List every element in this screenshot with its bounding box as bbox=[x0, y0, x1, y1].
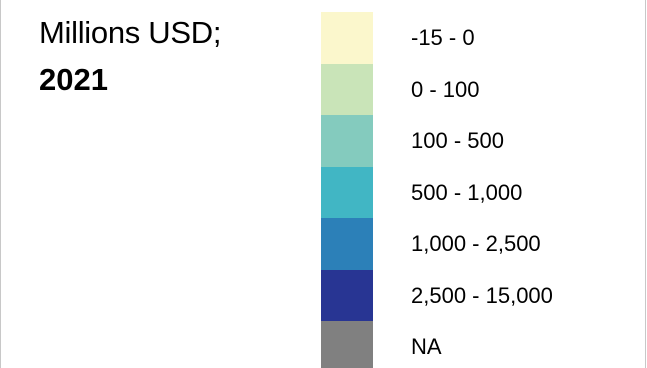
legend-label: 0 - 100 bbox=[411, 76, 480, 102]
legend-swatch bbox=[321, 321, 373, 368]
color-scale-legend: -15 - 0 0 - 100 100 - 500 500 - 1,000 1,… bbox=[321, 12, 621, 368]
legend-label: 2,500 - 15,000 bbox=[411, 282, 553, 308]
legend-year: 2021 bbox=[39, 62, 108, 97]
legend-item: 100 - 500 bbox=[321, 115, 621, 167]
legend-swatch bbox=[321, 269, 373, 322]
legend-item: -15 - 0 bbox=[321, 12, 621, 64]
legend-item: 500 - 1,000 bbox=[321, 166, 621, 219]
legend-title: Millions USD; bbox=[39, 15, 222, 50]
legend-swatch bbox=[321, 166, 373, 219]
legend-label: 500 - 1,000 bbox=[411, 179, 523, 205]
legend-item: 0 - 100 bbox=[321, 63, 621, 116]
legend-swatch bbox=[321, 115, 373, 167]
legend-label: -15 - 0 bbox=[411, 25, 475, 50]
legend-swatch bbox=[321, 63, 373, 116]
legend-label: 1,000 - 2,500 bbox=[411, 231, 541, 256]
legend-swatch bbox=[321, 218, 373, 270]
legend-item: 1,000 - 2,500 bbox=[321, 218, 621, 270]
legend-label: 100 - 500 bbox=[411, 128, 504, 153]
legend-swatch bbox=[321, 12, 373, 64]
legend-label: NA bbox=[411, 334, 442, 359]
legend-item: NA bbox=[321, 321, 621, 368]
legend-item: 2,500 - 15,000 bbox=[321, 269, 621, 322]
